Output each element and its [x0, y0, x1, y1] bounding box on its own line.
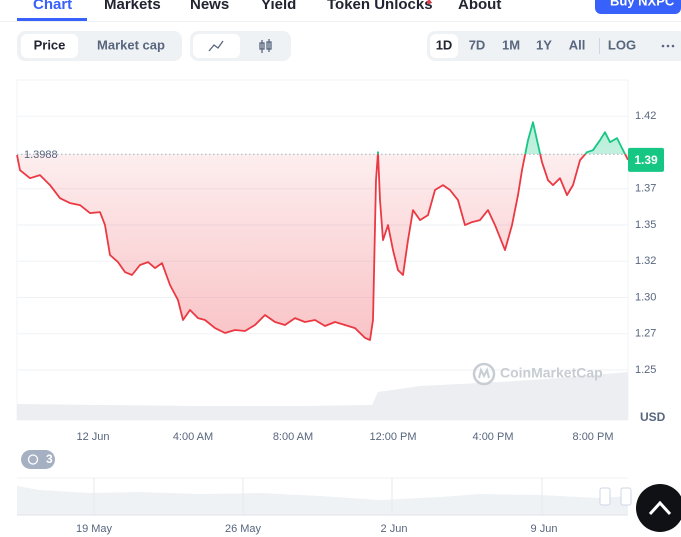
y-tick-label: 1.42 [635, 110, 656, 122]
tab[interactable]: News [190, 0, 229, 13]
range-button[interactable]: 1D [436, 37, 453, 52]
more-button[interactable] [661, 44, 675, 48]
buy-button-label[interactable]: Buy NXPC [610, 0, 675, 8]
line-style-button[interactable] [193, 34, 240, 58]
x-tick-label: 12:00 PM [369, 431, 416, 443]
range-button[interactable]: All [569, 37, 586, 52]
currency-label: USD [640, 410, 666, 424]
range-button[interactable]: 1M [502, 37, 520, 52]
scroll-top-icon [648, 500, 672, 516]
volume-area [17, 372, 628, 420]
tab[interactable]: Token Unlocks [327, 0, 433, 13]
tab-divider [0, 21, 681, 22]
notification-dot [427, 0, 431, 4]
tab[interactable]: Chart [33, 0, 72, 13]
y-tick-label: 1.25 [635, 364, 656, 376]
watermark-text: CoinMarketCap [500, 365, 603, 381]
watermark: CoinMarketCap [472, 362, 603, 386]
price-tag [628, 147, 664, 172]
navigator [17, 477, 632, 516]
range-button[interactable]: 7D [469, 37, 486, 52]
y-tick-label: 1.30 [635, 291, 656, 303]
toggle-label[interactable]: Price [34, 37, 66, 52]
tab[interactable]: Yield [261, 0, 296, 13]
tab[interactable]: About [458, 0, 501, 13]
x-tick-label: 8:00 AM [273, 431, 313, 443]
tab[interactable]: Markets [104, 0, 161, 13]
buy-button[interactable] [595, 0, 681, 14]
x-tick-label: 4:00 PM [473, 431, 514, 443]
toggle-label[interactable]: Market cap [97, 37, 165, 52]
toggle-active[interactable] [21, 34, 78, 58]
clock-icon [27, 454, 39, 465]
open-label: 1.3988 [24, 149, 58, 161]
range-separator [599, 38, 600, 54]
range-active[interactable] [430, 34, 458, 58]
range-button[interactable]: 1Y [536, 37, 552, 52]
navigator-label: 2 Jun [381, 523, 408, 535]
navigator-label: 26 May [225, 523, 262, 535]
area-up [377, 122, 626, 155]
line-icon [208, 40, 224, 52]
y-tick-label: 1.37 [635, 183, 656, 195]
price-tag-label: 1.39 [634, 153, 658, 167]
active-tab-underline [17, 18, 87, 21]
range-button[interactable]: LOG [608, 37, 636, 52]
candle-icon[interactable] [259, 39, 272, 53]
price-line-down [16, 154, 629, 341]
navigator-label: 9 Jun [531, 523, 558, 535]
x-tick-label: 4:00 AM [173, 431, 213, 443]
y-tick-label: 1.27 [635, 328, 656, 340]
y-tick-label: 1.32 [635, 255, 656, 267]
events-count[interactable]: 3 [46, 452, 53, 466]
range-group [427, 31, 681, 61]
y-tick-label: 1.35 [635, 219, 656, 231]
navigator-label: 19 May [76, 523, 113, 535]
scroll-top-button[interactable] [636, 484, 681, 532]
x-tick-label: 8:00 PM [573, 431, 614, 443]
area-down [17, 154, 628, 340]
x-tick-label: 12 Jun [76, 431, 109, 443]
